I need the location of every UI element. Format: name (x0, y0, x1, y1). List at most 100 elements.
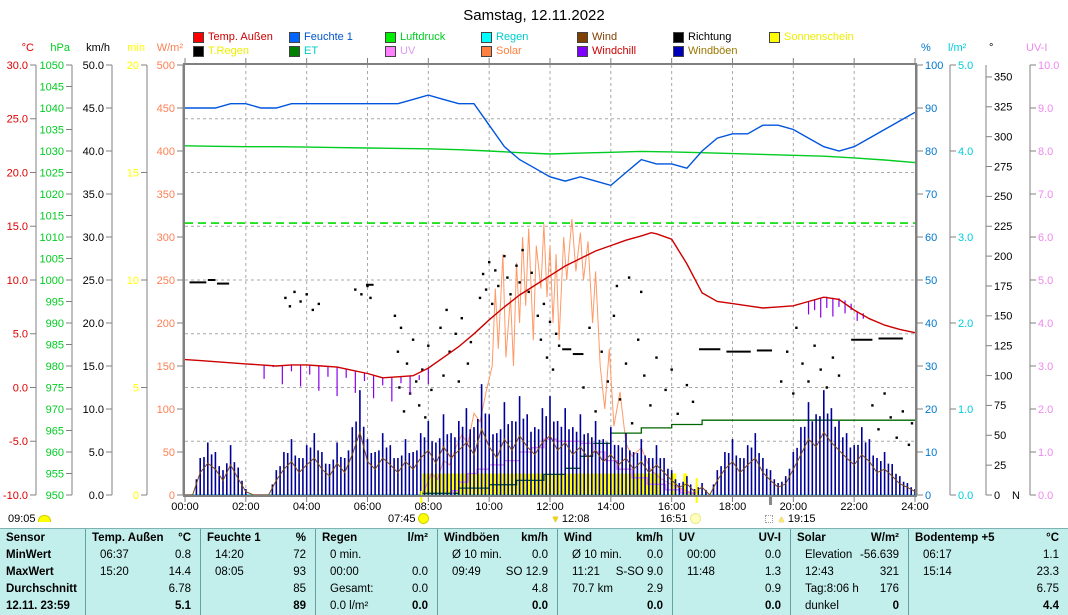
marker-sunset: 16:51 (660, 512, 703, 525)
table-cell-value: 6.78 (168, 583, 191, 596)
svg-text:2.0: 2.0 (958, 318, 973, 330)
svg-text:3.0: 3.0 (1038, 361, 1053, 373)
table-cell-value: 1.1 (1043, 548, 1059, 561)
svg-text:350: 350 (157, 189, 175, 201)
table-cell-label: 06:37 (100, 548, 129, 561)
svg-text:12:00: 12:00 (536, 501, 564, 513)
table-cell-value: 0.9 (765, 583, 781, 596)
legend-label: Solar (496, 45, 522, 57)
svg-text:%: % (921, 42, 931, 54)
svg-text:300: 300 (994, 132, 1012, 144)
svg-text:1050: 1050 (40, 60, 64, 72)
legend-label: T.Regen (208, 45, 249, 57)
svg-text:0: 0 (925, 490, 931, 502)
table-cell-label: dunkel (805, 600, 839, 613)
svg-text:UV-I: UV-I (1026, 42, 1047, 54)
svg-text:14:00: 14:00 (597, 501, 625, 513)
svg-text:20.0: 20.0 (83, 318, 104, 330)
svg-text:30: 30 (925, 361, 937, 373)
table-cell-label: 0.0 l/m² (330, 600, 369, 613)
table-cell-value: 89 (293, 600, 306, 613)
svg-text:20:00: 20:00 (780, 501, 808, 513)
table-cell-value: 23.3 (1036, 566, 1059, 578)
table-cell-label: Gesamt: (330, 583, 374, 596)
legend-item-uv: UV (385, 46, 415, 57)
svg-text:15: 15 (127, 167, 139, 179)
svg-text:325: 325 (994, 102, 1012, 114)
legend-swatch-icon (577, 46, 588, 57)
table-row: dunkel 0 (791, 598, 908, 615)
svg-text:20.0: 20.0 (7, 167, 28, 179)
svg-text:970: 970 (46, 404, 64, 416)
svg-text:955: 955 (46, 468, 64, 480)
svg-text:1000: 1000 (40, 275, 64, 287)
table-row: 08:05 93 (201, 563, 315, 580)
svg-text:45.0: 45.0 (83, 103, 104, 115)
sun-pale-icon (689, 513, 701, 524)
svg-text:150: 150 (994, 311, 1012, 323)
svg-text:300: 300 (157, 232, 175, 244)
table-cell-label: 00:00 (330, 566, 359, 578)
svg-text:1.0: 1.0 (958, 404, 973, 416)
table-column-name: Solar (797, 531, 826, 544)
legend-label: Sonnenschein (784, 31, 854, 43)
table-column-bodentemp-5: Bodentemp +5 °C 06:17 1.1 15:14 23.3 6.75 4.4 (908, 529, 1068, 615)
table-column-unit: km/h (521, 531, 548, 544)
marker-moon-time: 09:05 (8, 512, 53, 525)
table-row: 12:43 321 (791, 563, 908, 580)
svg-text:0.0: 0.0 (13, 382, 28, 394)
svg-text:500: 500 (157, 60, 175, 72)
svg-text:200: 200 (994, 251, 1012, 263)
svg-text:2.0: 2.0 (1038, 404, 1053, 416)
svg-text:20: 20 (127, 60, 139, 72)
svg-text:°: ° (989, 42, 993, 54)
svg-text:1030: 1030 (40, 146, 64, 158)
svg-text:990: 990 (46, 318, 64, 330)
svg-text:1045: 1045 (40, 81, 64, 93)
svg-text:400: 400 (157, 146, 175, 158)
legend-label: Regen (496, 31, 529, 43)
svg-text:10: 10 (925, 447, 937, 459)
svg-text:4.0: 4.0 (1038, 318, 1053, 330)
table-row: 15:14 23.3 (909, 563, 1068, 580)
table-cell-value: 0.0 (532, 548, 548, 561)
legend-label: Luftdruck (400, 31, 446, 43)
table-column-unit: W/m² (870, 531, 899, 544)
legend-swatch-icon (385, 32, 396, 43)
table-cell-value: SO 12.9 (505, 566, 548, 578)
svg-text:02:00: 02:00 (232, 501, 260, 513)
table-row-label: Durchschnitt (6, 583, 77, 596)
svg-text:75: 75 (994, 400, 1006, 412)
table-cell-label: 15:20 (100, 566, 129, 578)
svg-text:965: 965 (46, 425, 64, 437)
legend-swatch-icon (769, 32, 780, 43)
legend-swatch-icon (481, 46, 492, 57)
svg-text:1010: 1010 (40, 232, 64, 244)
sun-half-icon (37, 515, 51, 522)
table-cell-label: 09:49 (452, 566, 481, 578)
svg-text:l/m²: l/m² (948, 42, 967, 54)
svg-text:35.0: 35.0 (83, 189, 104, 201)
table-row: Ø 10 min. 0.0 (438, 546, 557, 563)
svg-text:950: 950 (46, 490, 64, 502)
svg-text:10.0: 10.0 (7, 275, 28, 287)
svg-text:0.0: 0.0 (958, 490, 973, 502)
table-row: 11:48 1.3 (673, 563, 790, 580)
table-cell-label: 12:43 (805, 566, 834, 578)
table-cell-label: 15:14 (923, 566, 952, 578)
table-row: 6.75 (909, 581, 1068, 598)
table-cell-value: 176 (879, 583, 899, 596)
svg-text:980: 980 (46, 361, 64, 373)
table-cell-value: 5.1 (175, 600, 191, 613)
table-cell-label: 06:17 (923, 548, 952, 561)
table-row: 00:00 0.0 (673, 546, 790, 563)
marker-time: 07:45 (388, 512, 416, 525)
legend-swatch-icon (577, 32, 588, 43)
table-column-name: Windböen (444, 531, 500, 544)
svg-text:60: 60 (925, 232, 937, 244)
svg-text:9.0: 9.0 (1038, 103, 1053, 115)
table-column-unit: UV-I (758, 531, 781, 544)
table-column-wind: Wind km/h Ø 10 min. 0.0 11:21 S-SO 9.0 70.7 km… (557, 529, 672, 615)
svg-text:250: 250 (157, 275, 175, 287)
